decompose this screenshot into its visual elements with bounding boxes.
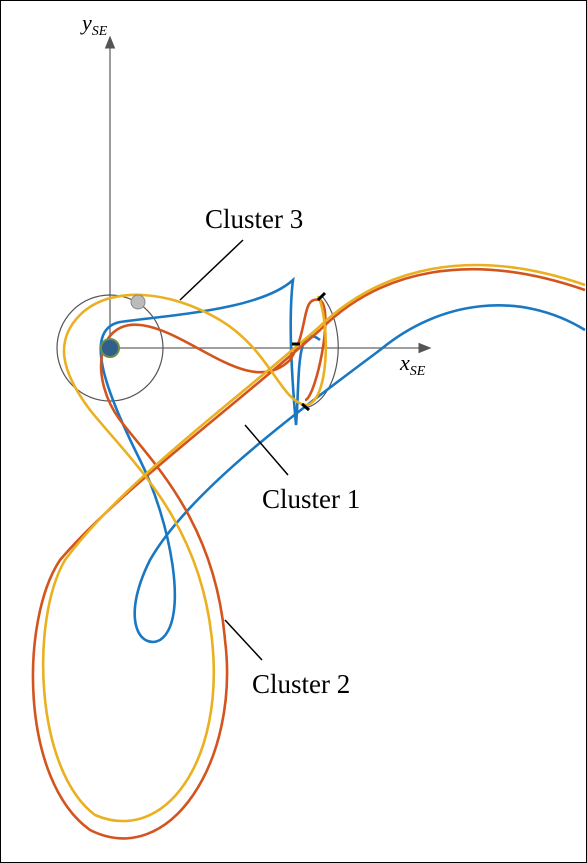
cluster-2-label: Cluster 2 [252,669,350,699]
moon [130,294,146,310]
y-axis-base: y [80,10,92,35]
cluster-1-trajectory [99,276,586,644]
x-axis-sub: SE [410,364,426,379]
marker [316,291,327,302]
marker [301,402,310,412]
leader-line [244,424,289,476]
halo-arc [304,295,339,409]
leader-line [224,619,263,661]
cluster-3-trajectory [41,263,586,823]
leader-line [179,239,244,301]
cluster-1-label: Cluster 1 [262,484,360,514]
cluster-2-trajectory [31,267,586,840]
earth [100,338,120,358]
x-axis-base: x [399,350,410,375]
y-axis-sub: SE [92,24,108,39]
y-axis-label: ySE [80,10,108,39]
cluster-3-label: Cluster 3 [205,204,303,234]
x-axis-label: xSE [399,350,426,379]
